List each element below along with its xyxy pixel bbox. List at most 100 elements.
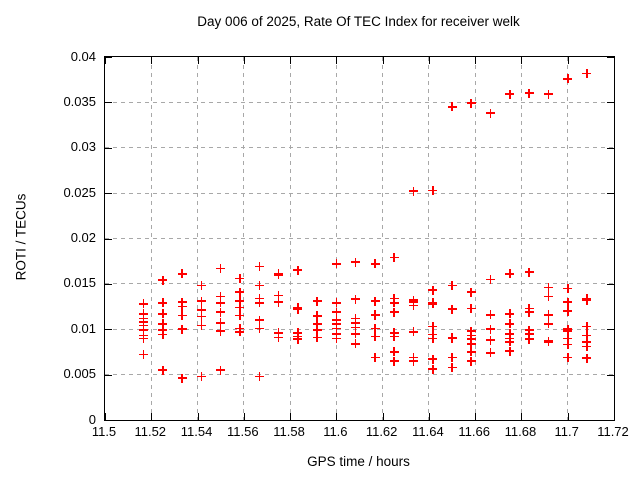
x-tick-top bbox=[336, 57, 338, 64]
data-point bbox=[563, 283, 573, 293]
x-tick-bottom bbox=[428, 413, 430, 420]
y-gridline bbox=[105, 147, 614, 149]
data-point bbox=[447, 281, 457, 291]
data-point bbox=[563, 297, 573, 307]
data-point bbox=[428, 299, 438, 309]
data-point bbox=[351, 294, 361, 304]
data-point bbox=[486, 348, 496, 358]
y-tick-left bbox=[105, 329, 112, 331]
data-point bbox=[408, 327, 418, 337]
y-gridline bbox=[105, 328, 614, 330]
data-point bbox=[235, 327, 245, 337]
data-point bbox=[505, 309, 515, 319]
data-point bbox=[544, 89, 554, 99]
data-point bbox=[293, 304, 303, 314]
data-point bbox=[216, 263, 226, 273]
data-point bbox=[139, 299, 149, 309]
data-point bbox=[177, 373, 187, 383]
y-tick-label: 0.035 bbox=[63, 93, 96, 109]
data-point bbox=[254, 293, 264, 303]
x-tick-bottom bbox=[243, 413, 245, 420]
data-point bbox=[158, 365, 168, 375]
data-point bbox=[158, 275, 168, 285]
data-point bbox=[254, 298, 264, 308]
x-tick-label: 11.7 bbox=[554, 424, 579, 439]
data-point bbox=[216, 318, 226, 328]
data-point bbox=[312, 312, 322, 322]
data-point bbox=[216, 326, 226, 336]
data-point bbox=[466, 98, 476, 108]
data-point bbox=[524, 88, 534, 98]
data-point bbox=[370, 259, 380, 269]
x-tick-label: 11.72 bbox=[597, 424, 629, 439]
data-point bbox=[254, 281, 264, 291]
data-point bbox=[486, 274, 496, 284]
y-tick-label: 0.04 bbox=[70, 48, 96, 64]
data-point bbox=[447, 333, 457, 343]
data-point bbox=[274, 328, 284, 338]
data-point bbox=[216, 307, 226, 317]
data-point bbox=[428, 322, 438, 332]
data-point bbox=[196, 296, 206, 306]
x-tick-bottom bbox=[382, 413, 384, 420]
data-point bbox=[428, 333, 438, 343]
x-tick-label: 11.54 bbox=[180, 424, 213, 439]
x-tick-bottom bbox=[336, 413, 338, 420]
y-tick-label: 0.03 bbox=[70, 139, 96, 155]
data-point bbox=[177, 324, 187, 334]
data-point bbox=[389, 298, 399, 308]
data-point bbox=[312, 319, 322, 329]
data-point bbox=[235, 273, 245, 283]
y-tick-right bbox=[607, 283, 614, 285]
x-tick-label: 11.56 bbox=[227, 424, 259, 439]
data-point bbox=[408, 356, 418, 366]
data-point bbox=[582, 341, 592, 351]
x-tick-bottom bbox=[521, 413, 523, 420]
x-tick-label: 11.5 bbox=[91, 424, 117, 439]
x-tick-top bbox=[521, 57, 523, 64]
data-point bbox=[351, 257, 361, 267]
x-tick-bottom bbox=[105, 413, 106, 420]
data-point bbox=[196, 305, 206, 315]
y-tick-right bbox=[607, 57, 614, 58]
x-tick-top bbox=[290, 57, 292, 64]
data-point bbox=[505, 319, 515, 329]
data-point bbox=[524, 329, 534, 339]
y-gridline bbox=[105, 192, 614, 194]
data-point bbox=[351, 329, 361, 339]
y-tick-label: 0.015 bbox=[63, 275, 96, 291]
chart-title: Day 006 of 2025, Rate Of TEC Index for r… bbox=[197, 14, 520, 29]
data-point bbox=[389, 347, 399, 357]
x-tick-bottom bbox=[151, 413, 153, 420]
data-point bbox=[505, 89, 515, 99]
data-point bbox=[235, 302, 245, 312]
data-point bbox=[139, 309, 149, 319]
data-point bbox=[351, 313, 361, 323]
data-point bbox=[370, 311, 380, 321]
data-point bbox=[331, 333, 341, 343]
data-point bbox=[177, 302, 187, 312]
data-point bbox=[177, 269, 187, 279]
data-point bbox=[254, 371, 264, 381]
y-gridline bbox=[105, 374, 614, 376]
data-point bbox=[428, 354, 438, 364]
y-tick-right bbox=[607, 329, 614, 331]
data-point bbox=[139, 325, 149, 335]
data-point bbox=[216, 298, 226, 308]
data-point bbox=[505, 329, 515, 339]
x-tick-top bbox=[614, 57, 615, 64]
y-tick-label: 0.025 bbox=[63, 184, 96, 200]
data-point bbox=[331, 329, 341, 339]
data-point bbox=[274, 332, 284, 342]
data-point bbox=[563, 326, 573, 336]
data-point bbox=[389, 332, 399, 341]
data-point bbox=[563, 333, 573, 343]
data-point bbox=[370, 296, 380, 306]
data-point bbox=[254, 315, 264, 325]
data-point bbox=[274, 270, 284, 280]
data-point bbox=[505, 337, 515, 347]
data-point bbox=[524, 334, 534, 344]
x-tick-top bbox=[382, 57, 384, 64]
data-point bbox=[408, 186, 418, 196]
data-point bbox=[293, 265, 303, 275]
